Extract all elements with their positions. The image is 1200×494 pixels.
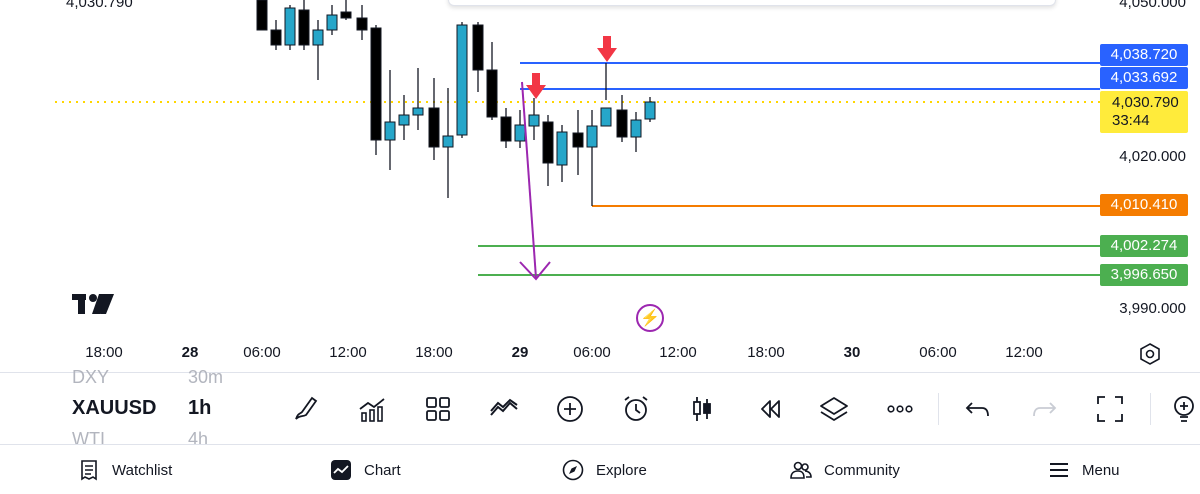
price-axis-label: 4,050.000 [1119, 0, 1186, 11]
red-down-arrow [597, 36, 617, 62]
candle-body [284, 7, 296, 46]
price-label-blue-1: 4,038.720 [1100, 44, 1188, 66]
last-price-top: 4,030.790 [66, 0, 133, 11]
time-axis-label: 06:00 [919, 344, 957, 361]
candle-body [500, 116, 512, 142]
time-axis-label: 29 [511, 344, 529, 361]
nav-menu[interactable]: Menu [1048, 459, 1120, 481]
candle-body [312, 29, 324, 46]
candle-body [398, 114, 410, 126]
time-axis-label: 06:00 [573, 344, 611, 361]
chart-icon [331, 460, 351, 480]
fullscreen-icon[interactable] [1094, 393, 1126, 425]
redo-icon[interactable] [1028, 393, 1060, 425]
candle-body [644, 101, 656, 120]
layers-icon[interactable] [818, 393, 850, 425]
bolt-icon[interactable]: ⚡ [636, 304, 664, 332]
candle-body [630, 119, 642, 138]
alert-icon[interactable] [620, 393, 652, 425]
time-axis-label: 28 [181, 344, 199, 361]
candle-body [528, 114, 540, 127]
symbol-ghost-above: DXY [72, 367, 110, 387]
candle-body [442, 135, 454, 148]
undo-icon[interactable] [962, 393, 994, 425]
top-info-card [448, 0, 1056, 6]
settings-icon[interactable] [1138, 342, 1162, 366]
candle-body [412, 107, 424, 116]
toolbar-divider [1150, 393, 1151, 425]
candle-body [586, 125, 598, 148]
nav-watchlist-label: Watchlist [112, 461, 173, 479]
chart-area[interactable]: 4,030.790 4,050.000 4,020.000 3,990.000 … [0, 0, 1200, 372]
time-axis-label: 12:00 [659, 344, 697, 361]
candle-body [616, 109, 628, 138]
candle-body [486, 69, 498, 118]
trend-arrow-line [521, 81, 537, 279]
add-icon[interactable] [554, 393, 586, 425]
toolbar-divider [938, 393, 939, 425]
tradingview-logo [72, 294, 114, 314]
candle-body [384, 121, 396, 141]
price-label-green-1: 4,002.274 [1100, 235, 1188, 257]
time-axis-label: 18:00 [415, 344, 453, 361]
time-axis-label: 12:00 [1005, 344, 1043, 361]
red-down-arrow [526, 73, 546, 99]
candle-body [298, 9, 310, 46]
more-icon[interactable] [884, 393, 916, 425]
community-icon [790, 461, 812, 479]
candle-body [572, 132, 584, 148]
price-axis-label: 3,990.000 [1119, 300, 1186, 317]
time-axis-label: 12:00 [329, 344, 367, 361]
interval-ghost-above: 30m [188, 367, 224, 387]
replay-icon[interactable] [752, 393, 784, 425]
candle-body [340, 11, 352, 19]
menu-icon [1050, 463, 1068, 477]
candle-body [428, 107, 440, 148]
templates-icon[interactable] [422, 393, 454, 425]
time-axis-label: 30 [843, 344, 861, 361]
candle-body [600, 107, 612, 127]
candle-body [456, 24, 468, 136]
brush-icon[interactable] [290, 393, 322, 425]
candle-body [270, 29, 282, 46]
candle-body [256, 0, 268, 31]
time-axis-label: 06:00 [243, 344, 281, 361]
nav-chart[interactable]: Chart [330, 459, 401, 481]
nav-explore[interactable]: Explore [562, 459, 647, 481]
nav-community-label: Community [824, 461, 900, 479]
price-label-orange: 4,010.410 [1100, 194, 1188, 216]
nav-menu-label: Menu [1082, 461, 1120, 479]
candle-body [472, 24, 484, 71]
time-axis-label: 18:00 [85, 344, 123, 361]
current-price-label: 4,030.790 33:44 [1100, 91, 1188, 133]
candle-body [326, 14, 338, 31]
chart-canvas[interactable] [0, 0, 1200, 372]
trend-arrow-head [519, 261, 551, 281]
candle-body [356, 17, 368, 31]
time-axis-label: 18:00 [747, 344, 785, 361]
indicators-icon[interactable] [356, 393, 388, 425]
candle-body [542, 121, 554, 164]
candle-body [514, 124, 526, 142]
candle-body [370, 27, 382, 141]
candles-icon[interactable] [686, 393, 718, 425]
nav-community[interactable]: Community [790, 459, 900, 481]
candle-body [556, 131, 568, 166]
compare-icon[interactable] [488, 393, 520, 425]
price-label-green-2: 3,996.650 [1100, 264, 1188, 286]
nav-explore-label: Explore [596, 461, 647, 479]
watchlist-icon [81, 460, 97, 481]
compass-icon [562, 459, 584, 481]
nav-watchlist[interactable]: Watchlist [78, 459, 172, 481]
nav-chart-label: Chart [364, 461, 401, 479]
price-label-blue-2: 4,033.692 [1100, 67, 1188, 89]
symbol-selector[interactable]: XAUUSD [72, 397, 157, 419]
price-axis-label: 4,020.000 [1119, 148, 1186, 165]
bottom-navigation: Watchlist Chart Explore Community Menu [0, 444, 1200, 494]
idea-icon[interactable] [1168, 393, 1200, 425]
interval-selector[interactable]: 1h [188, 397, 212, 419]
bottom-toolbar: DXY 30m XAUUSD 1h WTI 4h [0, 367, 1200, 449]
